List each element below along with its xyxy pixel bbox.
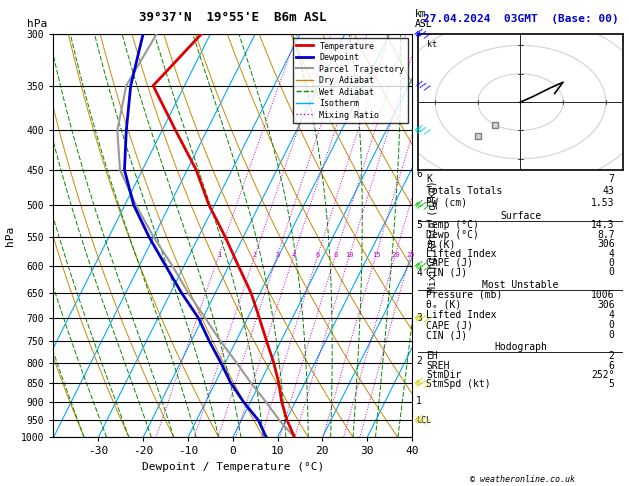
- Text: ///: ///: [414, 26, 431, 42]
- Text: 7: 7: [609, 174, 615, 184]
- Text: 27.04.2024  03GMT  (Base: 00): 27.04.2024 03GMT (Base: 00): [423, 14, 618, 24]
- Legend: Temperature, Dewpoint, Parcel Trajectory, Dry Adiabat, Wet Adiabat, Isotherm, Mi: Temperature, Dewpoint, Parcel Trajectory…: [293, 38, 408, 123]
- Text: 2: 2: [609, 351, 615, 362]
- Text: LCL: LCL: [416, 416, 431, 425]
- Text: ≡: ≡: [413, 124, 424, 137]
- Text: 0: 0: [609, 267, 615, 278]
- Text: ///: ///: [414, 259, 431, 274]
- Text: 0: 0: [609, 320, 615, 330]
- Text: 1: 1: [217, 252, 221, 258]
- Text: 1006: 1006: [591, 290, 615, 300]
- Text: 3: 3: [276, 252, 280, 258]
- Text: Mixing Ratio (g/kg): Mixing Ratio (g/kg): [428, 180, 438, 292]
- Text: 7: 7: [416, 115, 422, 125]
- Text: ///: ///: [414, 375, 431, 391]
- Text: 39°37'N  19°55'E  B6m ASL: 39°37'N 19°55'E B6m ASL: [139, 11, 326, 24]
- Text: 1.53: 1.53: [591, 198, 615, 208]
- Text: 5: 5: [416, 220, 422, 230]
- Text: Totals Totals: Totals Totals: [426, 186, 503, 196]
- Text: ≡: ≡: [413, 28, 424, 40]
- Text: 8.7: 8.7: [597, 230, 615, 240]
- Text: 20: 20: [391, 252, 399, 258]
- Text: θₑ(K): θₑ(K): [426, 239, 456, 249]
- Text: © weatheronline.co.uk: © weatheronline.co.uk: [470, 474, 574, 484]
- Text: 306: 306: [597, 300, 615, 310]
- Text: 1: 1: [416, 397, 422, 406]
- Text: Lifted Index: Lifted Index: [426, 310, 497, 320]
- Text: EH: EH: [426, 351, 438, 362]
- Text: ≡: ≡: [413, 312, 424, 324]
- Text: Hodograph: Hodograph: [494, 342, 547, 352]
- Text: ≡: ≡: [413, 260, 424, 272]
- Text: ≡: ≡: [413, 414, 424, 426]
- Text: 5: 5: [609, 379, 615, 389]
- Text: CIN (J): CIN (J): [426, 330, 467, 340]
- Text: Surface: Surface: [500, 211, 541, 221]
- Text: hPa: hPa: [27, 19, 47, 29]
- Text: Most Unstable: Most Unstable: [482, 279, 559, 290]
- Text: 6: 6: [609, 361, 615, 371]
- Text: ///: ///: [414, 123, 431, 138]
- Text: ///: ///: [414, 413, 431, 428]
- Text: StmSpd (kt): StmSpd (kt): [426, 379, 491, 389]
- Text: θₑ (K): θₑ (K): [426, 300, 462, 310]
- Text: 25: 25: [406, 252, 415, 258]
- Text: 15: 15: [372, 252, 381, 258]
- Text: CAPE (J): CAPE (J): [426, 258, 474, 268]
- Text: CIN (J): CIN (J): [426, 267, 467, 278]
- X-axis label: Dewpoint / Temperature (°C): Dewpoint / Temperature (°C): [142, 462, 324, 472]
- Text: km
ASL: km ASL: [415, 9, 433, 29]
- Text: 4: 4: [609, 248, 615, 259]
- Text: 4: 4: [609, 310, 615, 320]
- Text: 8: 8: [333, 252, 338, 258]
- Text: 4: 4: [292, 252, 296, 258]
- Text: 2: 2: [253, 252, 257, 258]
- Text: 4: 4: [416, 268, 422, 278]
- Text: 14.3: 14.3: [591, 221, 615, 230]
- Text: 43: 43: [603, 186, 615, 196]
- Text: ///: ///: [414, 197, 431, 213]
- Text: SREH: SREH: [426, 361, 450, 371]
- Text: 10: 10: [345, 252, 354, 258]
- Text: 0: 0: [609, 258, 615, 268]
- Text: kt: kt: [427, 40, 437, 49]
- Text: Pressure (mb): Pressure (mb): [426, 290, 503, 300]
- Text: 6: 6: [416, 169, 422, 178]
- Text: ///: ///: [414, 310, 431, 326]
- Text: ///: ///: [414, 78, 431, 93]
- Text: 8: 8: [416, 56, 422, 66]
- Y-axis label: hPa: hPa: [6, 226, 15, 246]
- Text: PW (cm): PW (cm): [426, 198, 467, 208]
- Text: ≡: ≡: [413, 377, 424, 389]
- Text: 2: 2: [416, 356, 422, 365]
- Text: 3: 3: [416, 313, 422, 323]
- Text: 0: 0: [609, 330, 615, 340]
- Text: Temp (°C): Temp (°C): [426, 221, 479, 230]
- Text: 6: 6: [316, 252, 320, 258]
- Text: ≡: ≡: [413, 199, 424, 211]
- Text: Lifted Index: Lifted Index: [426, 248, 497, 259]
- Text: CAPE (J): CAPE (J): [426, 320, 474, 330]
- Text: Dewp (°C): Dewp (°C): [426, 230, 479, 240]
- Text: StmDir: StmDir: [426, 370, 462, 380]
- Text: 306: 306: [597, 239, 615, 249]
- Text: K: K: [426, 174, 432, 184]
- Text: 252°: 252°: [591, 370, 615, 380]
